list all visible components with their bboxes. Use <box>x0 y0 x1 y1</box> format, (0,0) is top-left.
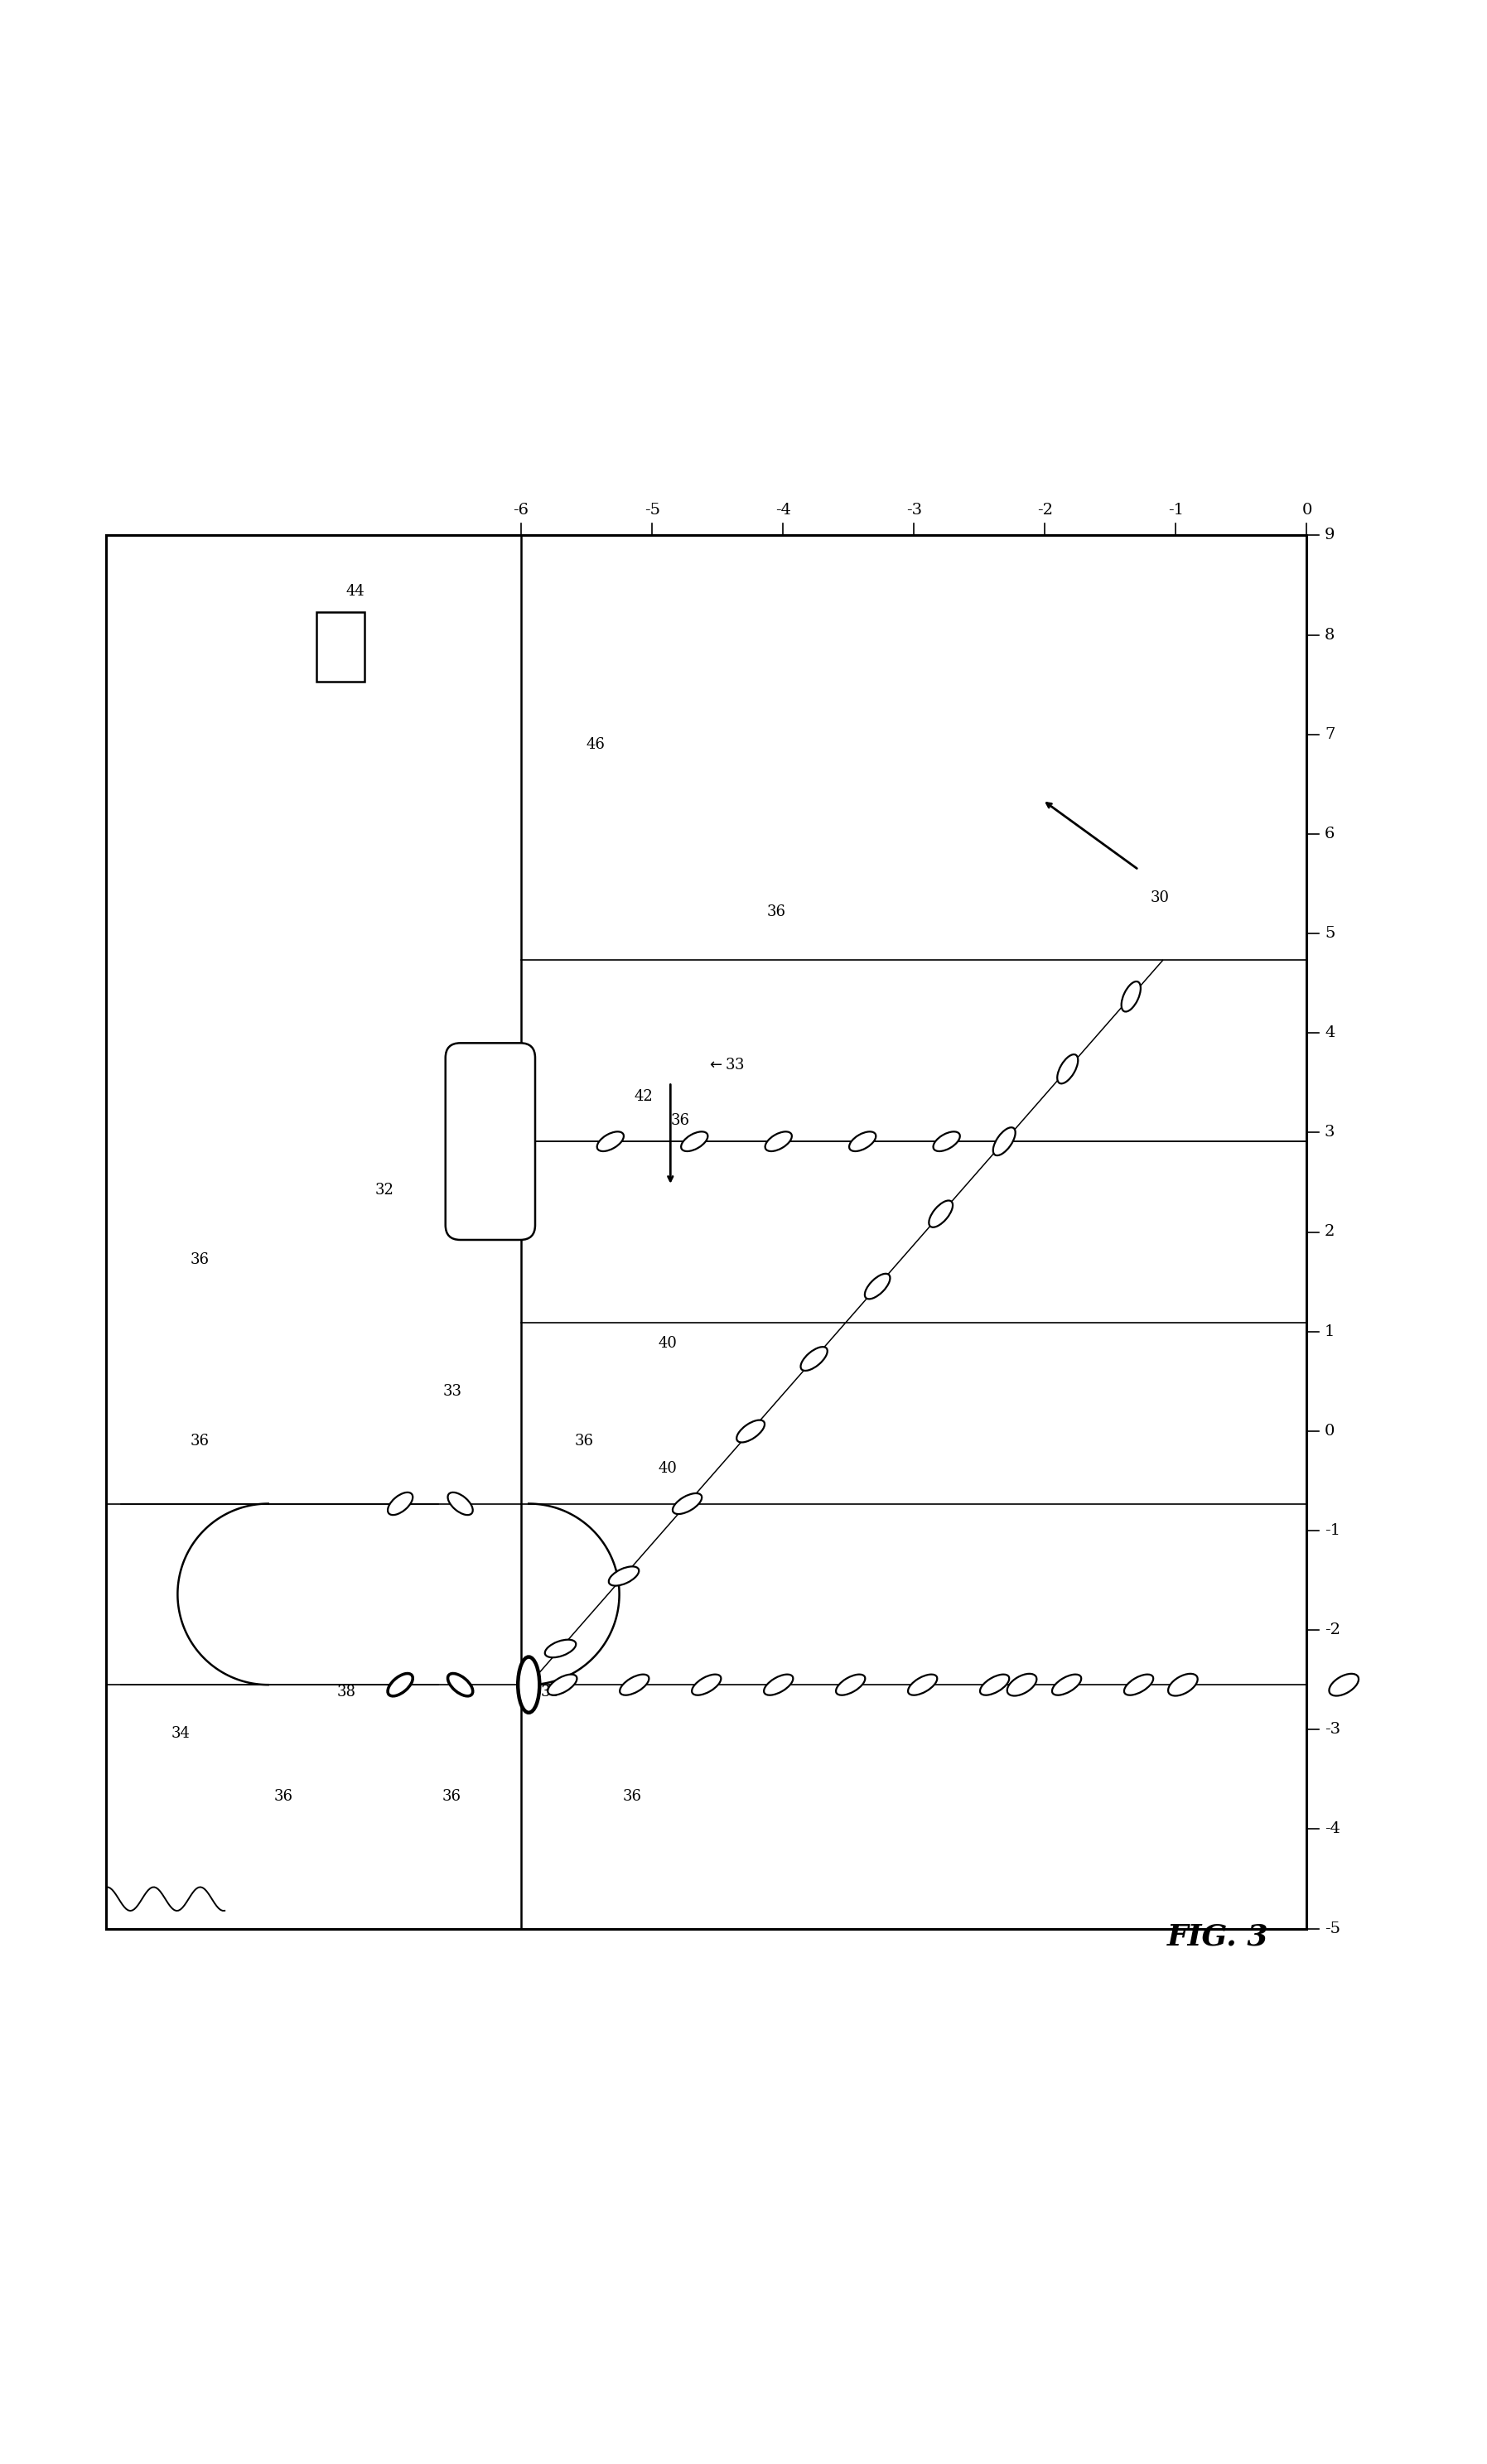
Text: 36: 36 <box>671 1114 690 1129</box>
Text: 8: 8 <box>1325 628 1335 643</box>
Text: -1: -1 <box>1167 503 1184 517</box>
Text: 36: 36 <box>574 1434 593 1449</box>
Text: FIG. 3: FIG. 3 <box>1167 1922 1268 1951</box>
Ellipse shape <box>764 1676 793 1695</box>
Text: 7: 7 <box>1325 727 1335 742</box>
Ellipse shape <box>1169 1673 1197 1695</box>
Ellipse shape <box>544 1639 575 1658</box>
Bar <box>106 535 1307 1929</box>
Text: 34: 34 <box>171 1727 190 1742</box>
Text: 38: 38 <box>541 1685 561 1700</box>
Text: -4: -4 <box>775 503 791 517</box>
Text: 1: 1 <box>1325 1323 1335 1338</box>
Ellipse shape <box>800 1348 827 1370</box>
Ellipse shape <box>865 1274 891 1299</box>
Text: 40: 40 <box>659 1461 678 1476</box>
Text: 36: 36 <box>442 1789 461 1804</box>
Ellipse shape <box>517 1656 540 1712</box>
Text: 30: 30 <box>1151 890 1170 907</box>
Text: 6: 6 <box>1325 825 1335 840</box>
FancyBboxPatch shape <box>446 1042 535 1239</box>
Ellipse shape <box>448 1493 473 1515</box>
Text: -4: -4 <box>1325 1821 1340 1836</box>
Ellipse shape <box>836 1676 865 1695</box>
Text: -3: -3 <box>906 503 922 517</box>
Text: 42: 42 <box>635 1089 653 1104</box>
Ellipse shape <box>1053 1676 1081 1695</box>
Text: 32: 32 <box>375 1183 394 1198</box>
Text: $\leftarrow$33: $\leftarrow$33 <box>706 1057 745 1072</box>
Text: 46: 46 <box>586 737 605 752</box>
Text: 38: 38 <box>336 1685 355 1700</box>
Ellipse shape <box>1121 981 1141 1013</box>
Ellipse shape <box>608 1567 639 1587</box>
Text: 33: 33 <box>443 1385 462 1400</box>
Bar <box>317 611 364 683</box>
Text: 40: 40 <box>659 1335 678 1350</box>
Text: -2: -2 <box>1325 1624 1340 1639</box>
Text: 4: 4 <box>1325 1025 1335 1040</box>
Ellipse shape <box>620 1676 648 1695</box>
Ellipse shape <box>909 1676 937 1695</box>
Ellipse shape <box>547 1676 577 1695</box>
Text: 36: 36 <box>623 1789 641 1804</box>
Text: 0: 0 <box>1325 1424 1335 1439</box>
Text: -6: -6 <box>513 503 529 517</box>
Text: 36: 36 <box>274 1789 293 1804</box>
Ellipse shape <box>388 1673 413 1695</box>
Ellipse shape <box>672 1493 702 1513</box>
Text: 36: 36 <box>190 1252 210 1266</box>
Ellipse shape <box>766 1131 793 1151</box>
Ellipse shape <box>1057 1055 1078 1084</box>
Ellipse shape <box>1124 1676 1154 1695</box>
Ellipse shape <box>691 1676 721 1695</box>
Ellipse shape <box>929 1200 953 1227</box>
Text: 36: 36 <box>190 1434 210 1449</box>
Bar <box>520 535 1307 1929</box>
Text: -2: -2 <box>1036 503 1053 517</box>
Text: -1: -1 <box>1325 1523 1340 1538</box>
Text: 44: 44 <box>346 584 366 599</box>
Ellipse shape <box>681 1131 708 1151</box>
Ellipse shape <box>736 1419 764 1441</box>
Ellipse shape <box>596 1131 623 1151</box>
Text: 3: 3 <box>1325 1126 1335 1141</box>
Text: 0: 0 <box>1301 503 1312 517</box>
Ellipse shape <box>1007 1673 1036 1695</box>
Ellipse shape <box>448 1673 473 1695</box>
Ellipse shape <box>993 1129 1016 1156</box>
Ellipse shape <box>980 1676 1010 1695</box>
Ellipse shape <box>934 1131 961 1151</box>
Text: 2: 2 <box>1325 1225 1335 1239</box>
Text: 5: 5 <box>1325 926 1335 941</box>
Ellipse shape <box>1329 1673 1359 1695</box>
Text: -3: -3 <box>1325 1722 1340 1737</box>
Ellipse shape <box>849 1131 876 1151</box>
Ellipse shape <box>388 1493 413 1515</box>
Text: -5: -5 <box>1325 1922 1340 1937</box>
Text: 36: 36 <box>766 904 785 919</box>
Text: -5: -5 <box>644 503 660 517</box>
Text: 9: 9 <box>1325 527 1335 542</box>
